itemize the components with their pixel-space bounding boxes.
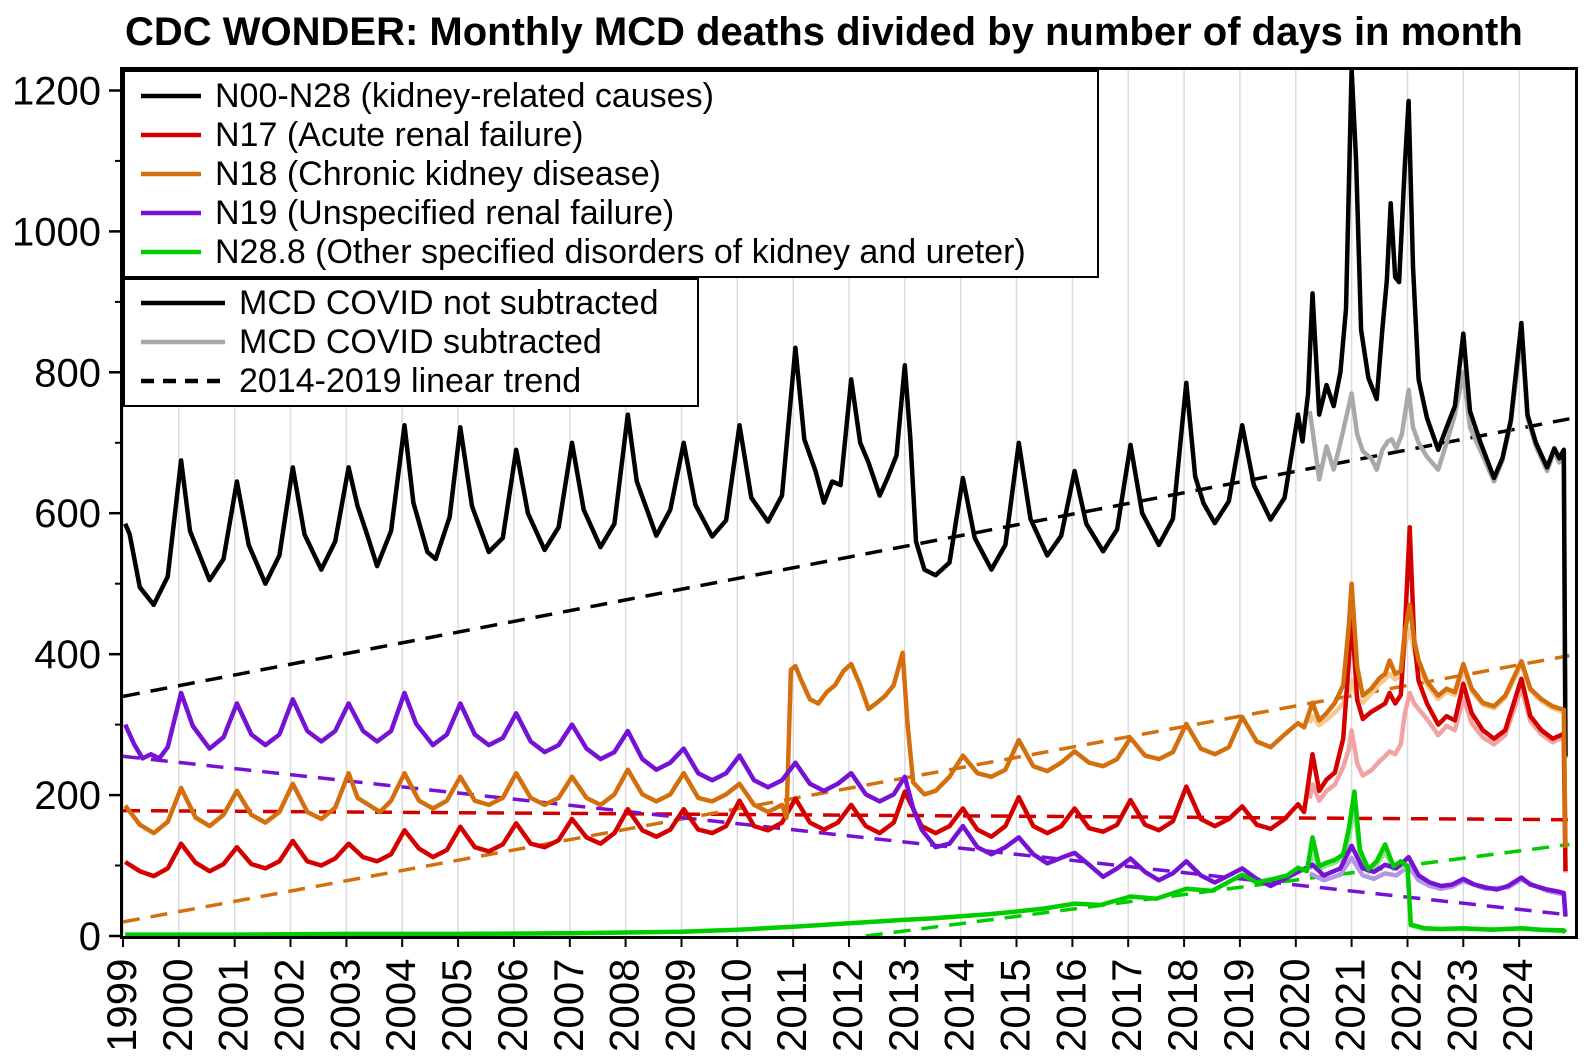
legend-covid-label-1: MCD COVID subtracted	[239, 323, 602, 361]
legend-causes-swatch-1	[141, 132, 201, 138]
x-tick-label-2008: 2008	[601, 959, 648, 1052]
legend-causes-item-0: N00-N28 (kidney-related causes)	[139, 79, 1097, 113]
legend-causes-swatch-0	[141, 93, 201, 98]
legend-causes-item-4: N28.8 (Other specified disorders of kidn…	[139, 235, 1097, 269]
x-tick-label-2021: 2021	[1327, 959, 1374, 1052]
x-tick-label-2010: 2010	[712, 959, 759, 1052]
series-n288-line	[125, 789, 1568, 936]
legend-causes-swatch-3	[141, 210, 201, 216]
legend-causes-box: N00-N28 (kidney-related causes) N17 (Acut…	[123, 70, 1099, 278]
series-n288_trend-line	[865, 842, 1570, 936]
series-n19-line	[123, 690, 1568, 917]
x-tick-label-2012: 2012	[824, 959, 871, 1052]
x-tick-label-2005: 2005	[433, 959, 480, 1052]
y-tick-label-600: 600	[34, 492, 101, 536]
legend-covid-item-2: 2014-2019 linear trend	[139, 364, 697, 398]
legend-covid-swatch-2	[141, 378, 225, 384]
x-tick-label-2020: 2020	[1271, 959, 1318, 1052]
series-n19_trend-line	[123, 754, 1570, 917]
legend-covid-item-1: MCD COVID subtracted	[139, 325, 697, 359]
x-tick-label-2003: 2003	[321, 959, 368, 1052]
legend-causes-label-1: N17 (Acute renal failure)	[215, 115, 584, 154]
legend-causes-label-3: N19 (Unspecified renal failure)	[215, 194, 675, 233]
series-n17-line	[124, 525, 1568, 879]
x-tick-label-2013: 2013	[880, 959, 927, 1052]
x-tick-label-2014: 2014	[936, 959, 983, 1052]
legend-covid-box: MCD COVID not subtracted MCD COVID subtra…	[123, 277, 699, 407]
x-tick-label-2011: 2011	[768, 962, 815, 1052]
legend-causes-item-3: N19 (Unspecified renal failure)	[139, 196, 1097, 230]
y-tick-label-0: 0	[79, 915, 101, 959]
y-tick-label-800: 800	[34, 351, 101, 395]
legend-causes-label-0: N00-N28 (kidney-related causes)	[215, 76, 714, 115]
series-n00_n28-line	[123, 70, 1568, 757]
legend-causes-label-4: N28.8 (Other specified disorders of kidn…	[215, 233, 1026, 272]
x-tick-label-2006: 2006	[489, 959, 536, 1052]
y-tick-label-1000: 1000	[12, 210, 101, 254]
series-n19_covid_sub-line	[1308, 855, 1568, 918]
legend-causes-label-2: N18 (Chronic kidney disease)	[215, 154, 661, 193]
y-tick-label-400: 400	[34, 633, 101, 677]
legend-causes-item-1: N17 (Acute renal failure)	[139, 118, 1097, 152]
x-tick-label-2017: 2017	[1103, 959, 1150, 1052]
legend-covid-swatch-1	[141, 339, 225, 345]
x-tick-label-2019: 2019	[1215, 959, 1262, 1052]
x-tick-label-2000: 2000	[154, 959, 201, 1052]
y-tick-label-1200: 1200	[12, 70, 101, 114]
x-tick-label-2018: 2018	[1159, 959, 1206, 1052]
x-tick-label-2009: 2009	[657, 959, 704, 1052]
legend-covid-label-0: MCD COVID not subtracted	[239, 284, 659, 322]
legend-covid-item-0: MCD COVID not subtracted	[139, 286, 697, 320]
x-tick-label-2001: 2001	[210, 959, 257, 1052]
legend-causes-item-2: N18 (Chronic kidney disease)	[139, 157, 1097, 191]
legend-covid-label-2: 2014-2019 linear trend	[239, 362, 582, 400]
x-tick-label-2022: 2022	[1383, 959, 1430, 1052]
series-n00_n28_trend-line	[123, 417, 1570, 699]
chart-title: CDC WONDER: Monthly MCD deaths divided b…	[125, 10, 1523, 54]
series-n18_trend-line	[123, 653, 1570, 924]
x-tick-label-2004: 2004	[377, 959, 424, 1052]
legend-covid-swatch-0	[141, 300, 225, 306]
series-n17_trend-line	[123, 808, 1570, 822]
series-n18-line	[123, 581, 1568, 848]
x-tick-label-2002: 2002	[266, 959, 313, 1052]
x-tick-label-2024: 2024	[1494, 959, 1541, 1052]
x-tick-label-2007: 2007	[545, 959, 592, 1052]
x-tick-label-2016: 2016	[1047, 959, 1094, 1052]
x-tick-label-1999: 1999	[98, 959, 145, 1052]
x-tick-label-2023: 2023	[1438, 959, 1485, 1052]
legend-causes-swatch-2	[141, 171, 201, 177]
x-tick-label-2015: 2015	[992, 959, 1039, 1052]
legend-causes-swatch-4	[141, 250, 201, 255]
y-tick-label-200: 200	[34, 774, 101, 818]
